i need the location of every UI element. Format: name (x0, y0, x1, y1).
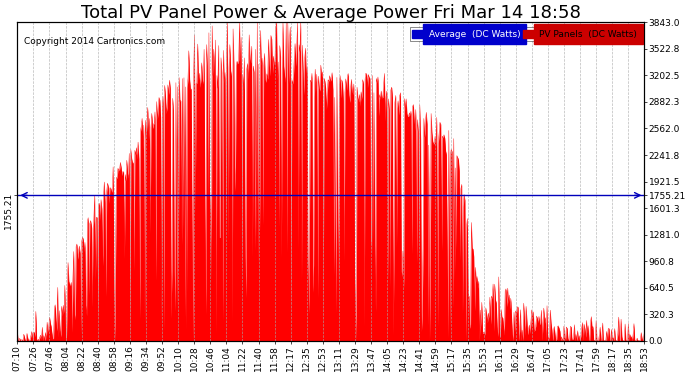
Legend: Average  (DC Watts), PV Panels  (DC Watts): Average (DC Watts), PV Panels (DC Watts) (410, 27, 640, 41)
Text: Copyright 2014 Cartronics.com: Copyright 2014 Cartronics.com (23, 37, 165, 46)
Title: Total PV Panel Power & Average Power Fri Mar 14 18:58: Total PV Panel Power & Average Power Fri… (81, 4, 581, 22)
